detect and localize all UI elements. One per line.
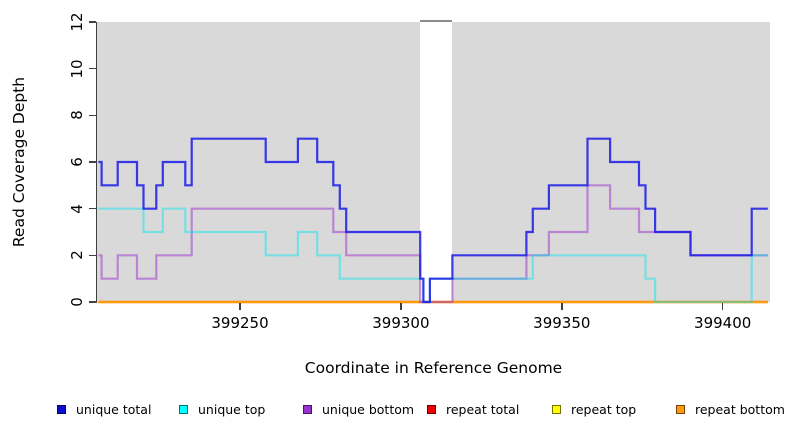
legend-item-repeat-top: repeat top bbox=[552, 401, 637, 417]
y-axis-tick bbox=[89, 21, 96, 23]
legend-swatch bbox=[552, 404, 561, 414]
y-axis-tick-label: 6 bbox=[68, 157, 86, 167]
legend-swatch bbox=[676, 404, 685, 414]
series-line-unique-top bbox=[98, 207, 768, 304]
x-axis-tick bbox=[400, 303, 402, 310]
legend-label: repeat total bbox=[446, 401, 520, 417]
x-axis-tick-label: 399300 bbox=[372, 314, 430, 332]
y-axis-title: Read Coverage Depth bbox=[10, 76, 28, 248]
legend-label: repeat top bbox=[571, 401, 637, 417]
y-axis-line bbox=[95, 21, 97, 303]
x-axis-tick-label: 399250 bbox=[211, 314, 269, 332]
masked-region-cap bbox=[420, 19, 453, 22]
legend-item-unique-total: unique total bbox=[57, 401, 152, 417]
y-axis-tick-label: 12 bbox=[68, 12, 86, 32]
y-axis-tick-label: 2 bbox=[68, 250, 86, 261]
legend-item-unique-bottom: unique bottom bbox=[303, 401, 415, 417]
y-axis-tick-label: 0 bbox=[68, 297, 86, 307]
x-axis-tick-label: 399400 bbox=[694, 314, 752, 332]
x-axis-title: Coordinate in Reference Genome bbox=[304, 359, 563, 377]
legend-swatch bbox=[57, 404, 66, 414]
legend-item-unique-top: unique top bbox=[179, 401, 266, 417]
legend-item-repeat-total: repeat total bbox=[427, 401, 520, 417]
x-axis-tick bbox=[561, 303, 563, 310]
legend-label: unique bottom bbox=[322, 401, 415, 417]
y-axis-tick bbox=[89, 254, 96, 257]
y-axis-tick-label: 4 bbox=[68, 203, 86, 214]
series-line-unique-total bbox=[98, 137, 768, 304]
legend-label: repeat bottom bbox=[695, 401, 785, 417]
coverage-lines-svg bbox=[98, 137, 768, 304]
series-line-unique-bottom bbox=[98, 184, 768, 304]
x-axis-tick bbox=[721, 303, 724, 310]
y-axis-tick-label: 10 bbox=[68, 59, 86, 79]
legend-label: unique total bbox=[76, 401, 152, 417]
legend-swatch bbox=[427, 404, 436, 414]
legend-label: unique top bbox=[198, 401, 266, 417]
legend-swatch bbox=[179, 404, 188, 414]
y-axis-tick bbox=[89, 207, 96, 210]
x-axis-tick bbox=[239, 303, 241, 310]
x-axis-tick-label: 399350 bbox=[533, 314, 591, 332]
y-axis-tick bbox=[89, 114, 96, 117]
y-axis-tick bbox=[89, 161, 96, 163]
y-axis-tick-label: 8 bbox=[68, 110, 86, 121]
legend-swatch bbox=[303, 404, 312, 414]
legend-item-repeat-bottom: repeat bottom bbox=[676, 401, 785, 417]
y-axis-tick bbox=[89, 301, 96, 303]
masked-region-band bbox=[420, 19, 453, 302]
plot-area bbox=[97, 19, 770, 304]
y-axis-tick bbox=[89, 67, 96, 70]
